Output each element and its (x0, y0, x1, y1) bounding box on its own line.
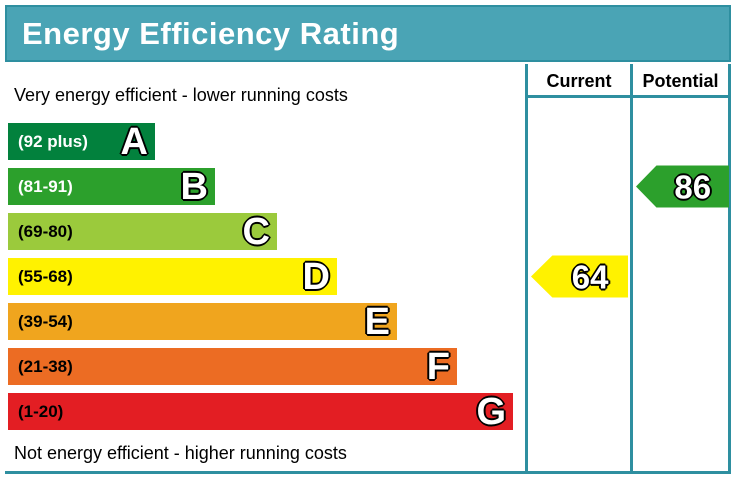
grid-line-bottom-border (5, 471, 731, 474)
grid-line-divider-left (525, 64, 528, 474)
chart-title-bar: Energy Efficiency Rating (5, 5, 731, 62)
band-range-label: (69-80) (18, 221, 73, 241)
band-g: (1-20) G (8, 390, 513, 433)
grid-line-header-underline (525, 95, 731, 98)
caption-not-efficient: Not energy efficient - higher running co… (14, 443, 347, 463)
band-letter: G (476, 390, 506, 433)
caption-very-efficient: Very energy efficient - lower running co… (14, 85, 348, 105)
band-letter: F (426, 345, 450, 388)
band-d: (55-68) D (8, 255, 337, 298)
band-range-label: (1-20) (18, 401, 64, 421)
potential-arrow-shape (636, 165, 729, 208)
band-letter: B (180, 165, 208, 208)
band-a: (92 plus) A (8, 120, 155, 163)
band-range-label: (92 plus) (18, 131, 88, 151)
grid-line-right-border (728, 64, 731, 474)
band-letter: A (120, 120, 148, 163)
column-header-potential: Potential (642, 71, 719, 91)
chart-title: Energy Efficiency Rating (22, 15, 400, 51)
band-b: (81-91) B (8, 165, 215, 208)
current-rating-arrow: 64 (531, 255, 628, 298)
band-c: (69-80) C (8, 210, 277, 253)
band-range-label: (21-38) (18, 356, 73, 376)
band-letter: D (302, 255, 330, 298)
band-range-label: (39-54) (18, 311, 73, 331)
band-letter: E (364, 300, 390, 343)
band-e: (39-54) E (8, 300, 397, 343)
current-rating-value: 64 (571, 258, 609, 295)
potential-rating-value: 86 (674, 168, 712, 205)
band-range-label: (55-68) (18, 266, 73, 286)
current-arrow-shape (531, 255, 628, 298)
grid-line-divider-middle (630, 64, 633, 474)
band-f: (21-38) F (8, 345, 457, 388)
band-range-label: (81-91) (18, 176, 73, 196)
potential-rating-arrow: 86 (636, 165, 729, 208)
band-letter: C (242, 210, 270, 253)
column-header-current: Current (546, 71, 612, 91)
